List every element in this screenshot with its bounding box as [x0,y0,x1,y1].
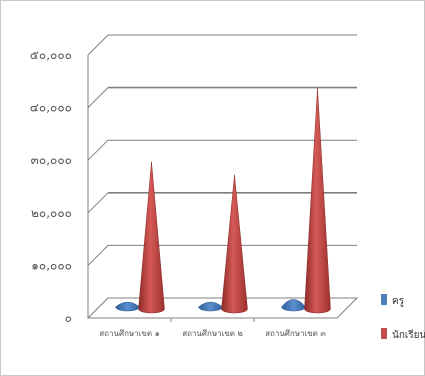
gridline-depth [87,192,109,214]
bar-students [138,161,165,314]
x-tick-label: สถานศึกษาเขต ๒ [182,329,243,338]
y-tick-label: ๐ [65,311,72,325]
y-tick-label: ๒๐,๐๐๐ [31,206,72,220]
y-tick-label: ๓๐,๐๐๐ [31,153,72,167]
marks-layer [115,88,331,314]
legend-label: นักเรียน [392,329,425,341]
gridline-depth [87,34,109,56]
x-tick-label: สถานศึกษาเขต ๑ [99,329,159,338]
legend: ครูนักเรียน [381,294,425,341]
gridline-depth [87,139,109,161]
gridline-depth [87,245,109,266]
bar-students [221,174,248,314]
y-tick-label: ๑๐,๐๐๐ [31,258,72,272]
bar-students [304,88,331,314]
legend-label: ครู [392,296,405,307]
gridline-depth [87,87,109,108]
legend-swatch [381,328,387,339]
x-tick-label: สถานศึกษาเขต ๓ [265,329,326,338]
y-tick-label: ๕๐,๐๐๐ [30,48,72,62]
y-tick-label: ๔๐,๐๐๐ [30,101,72,115]
legend-swatch [381,294,387,305]
